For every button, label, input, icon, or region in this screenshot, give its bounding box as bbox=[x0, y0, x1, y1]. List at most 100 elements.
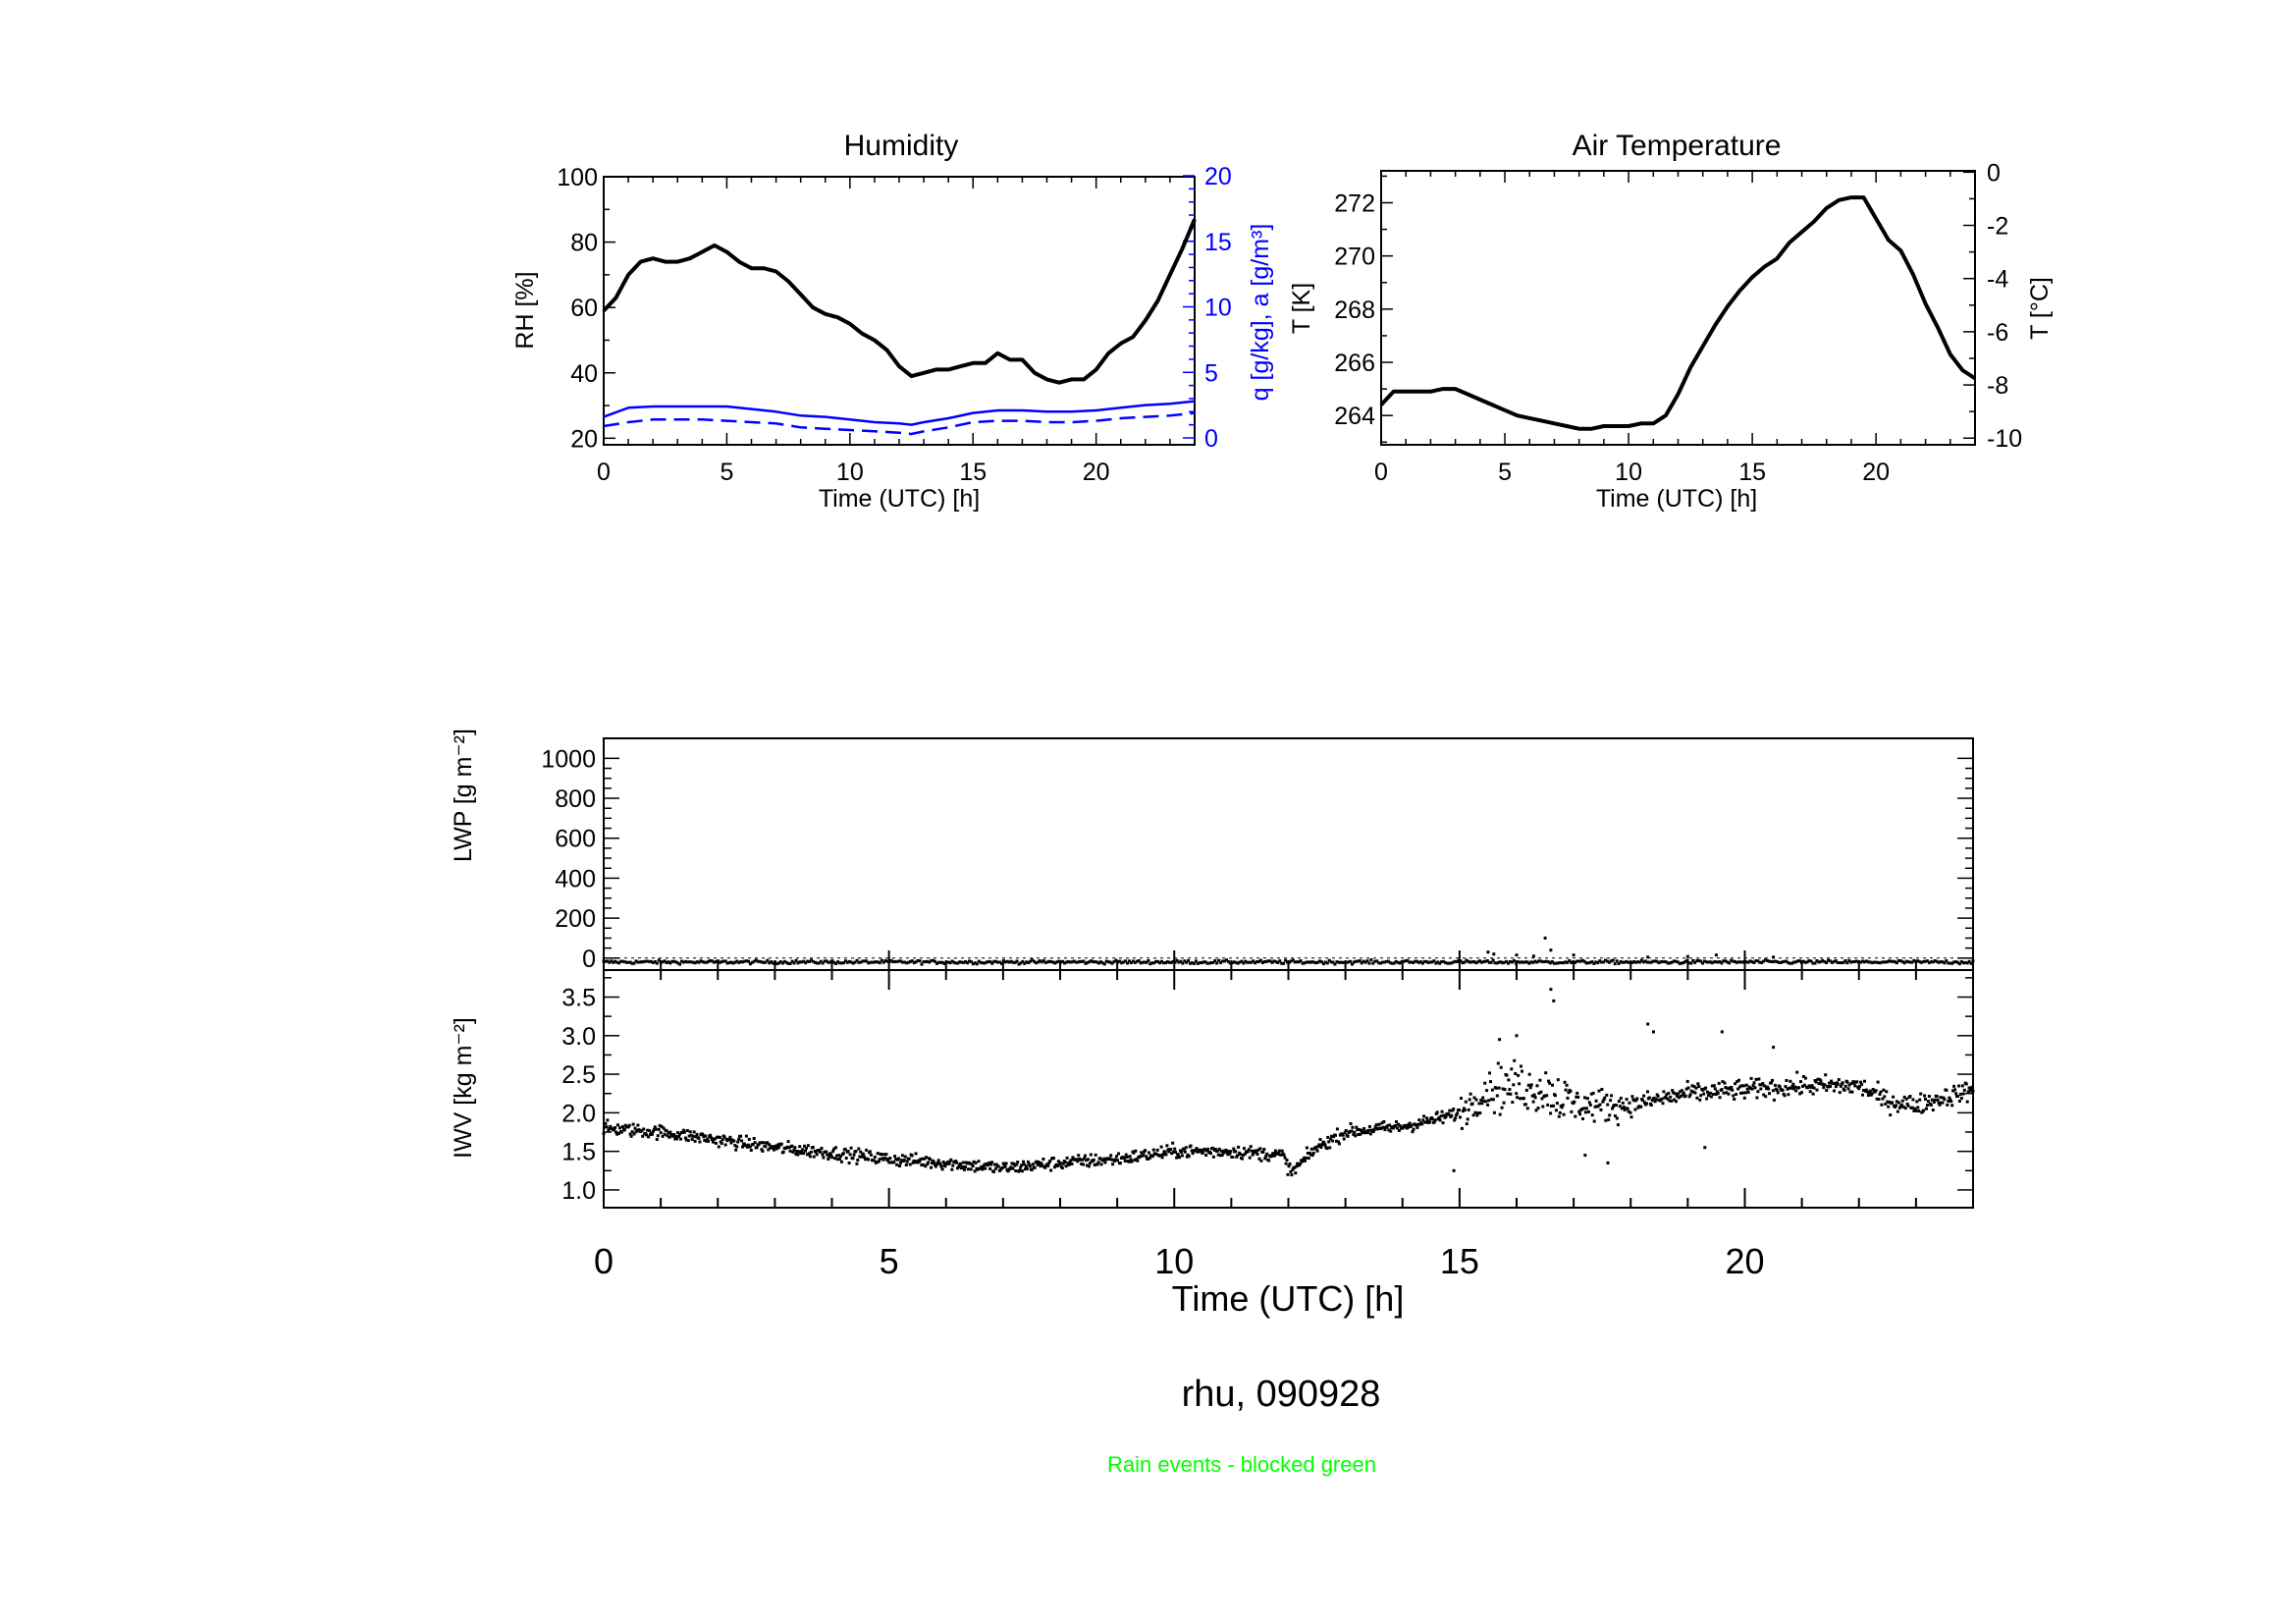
iwv-point bbox=[977, 1160, 981, 1163]
lwp-point bbox=[1291, 958, 1295, 962]
iwv-point bbox=[821, 1153, 825, 1157]
iwv-point bbox=[968, 1162, 972, 1165]
lwp-point bbox=[1708, 960, 1712, 964]
lwp-point bbox=[901, 960, 905, 964]
lwp-point bbox=[1834, 959, 1838, 963]
iwv-point bbox=[1751, 1084, 1755, 1088]
iwv-point bbox=[617, 1131, 620, 1135]
iwv-point bbox=[1591, 1091, 1595, 1095]
lwp-peak-point bbox=[1572, 953, 1575, 957]
lwp-point bbox=[1179, 959, 1183, 963]
iwv-point bbox=[1184, 1146, 1188, 1150]
iwv-point bbox=[1456, 1111, 1460, 1115]
iwv-point bbox=[1841, 1081, 1844, 1085]
iwv-point bbox=[1299, 1162, 1303, 1165]
iwv-point bbox=[1219, 1149, 1223, 1153]
lwp-point bbox=[996, 960, 1000, 964]
lwp-point bbox=[1564, 960, 1568, 964]
lwp-point bbox=[1447, 961, 1451, 965]
lwp-point bbox=[1244, 959, 1248, 963]
iwv-point bbox=[1211, 1155, 1215, 1159]
lwp-point bbox=[1305, 960, 1308, 964]
iwv-point bbox=[1632, 1099, 1636, 1103]
lwp-point bbox=[1420, 961, 1424, 965]
lwp-point bbox=[699, 959, 703, 963]
iwv-point bbox=[1461, 1109, 1465, 1113]
lwp-point bbox=[1104, 959, 1108, 963]
lwp-point bbox=[1957, 962, 1961, 966]
iwv-point bbox=[1912, 1109, 1916, 1112]
iwv-point bbox=[1228, 1152, 1232, 1156]
iwv-point bbox=[705, 1139, 709, 1143]
lwp-point bbox=[1546, 960, 1550, 964]
iwv-point bbox=[855, 1162, 859, 1165]
lwp-point bbox=[891, 960, 895, 964]
iwv-point bbox=[925, 1156, 929, 1160]
iwv-point bbox=[661, 1134, 665, 1138]
lwp-point bbox=[777, 961, 780, 965]
lwp-point bbox=[1307, 960, 1310, 964]
iwv-point bbox=[1701, 1088, 1705, 1092]
iwv-point bbox=[1676, 1094, 1679, 1098]
iwv-x-tick-label: 10 bbox=[1154, 1241, 1194, 1281]
iwv-point bbox=[744, 1134, 748, 1138]
lwp-point bbox=[1836, 961, 1840, 964]
iwv-point bbox=[718, 1135, 721, 1139]
lwp-point bbox=[1354, 959, 1358, 963]
lwp-point bbox=[885, 959, 889, 963]
lwp-point bbox=[615, 960, 619, 964]
lwp-point bbox=[1710, 961, 1714, 965]
iwv-point bbox=[860, 1155, 864, 1159]
iwv-point bbox=[820, 1147, 824, 1150]
lwp-point bbox=[934, 959, 937, 963]
iwv-point bbox=[1055, 1164, 1059, 1167]
iwv-point bbox=[1412, 1127, 1415, 1131]
lwp-point bbox=[617, 961, 620, 965]
iwv-point bbox=[717, 1145, 721, 1149]
iwv-point bbox=[723, 1143, 727, 1147]
lwp-point bbox=[1621, 960, 1625, 964]
iwv-outlier-point bbox=[1452, 1168, 1456, 1172]
lwp-point bbox=[610, 959, 614, 963]
lwp-point bbox=[971, 962, 975, 966]
lwp-point bbox=[1031, 958, 1034, 962]
iwv-point bbox=[713, 1137, 717, 1141]
lwp-point bbox=[1209, 961, 1213, 964]
iwv-point bbox=[1733, 1098, 1736, 1101]
iwv-point bbox=[676, 1131, 680, 1134]
iwv-point bbox=[888, 1157, 892, 1161]
iwv-point bbox=[1011, 1166, 1015, 1170]
iwv-point bbox=[1800, 1091, 1803, 1095]
iwv-point bbox=[1717, 1081, 1721, 1085]
iwv-point bbox=[1515, 1092, 1519, 1096]
iwv-point bbox=[1858, 1084, 1862, 1088]
lwp-point bbox=[1676, 960, 1680, 964]
iwv-point bbox=[1957, 1100, 1961, 1103]
lwp-point bbox=[966, 961, 970, 965]
lwp-point bbox=[705, 960, 709, 964]
iwv-point bbox=[1895, 1104, 1897, 1108]
temperature-title: Air Temperature bbox=[1573, 130, 1782, 162]
iwv-point bbox=[815, 1153, 819, 1157]
iwv-point bbox=[1537, 1091, 1541, 1095]
lwp-point bbox=[1548, 961, 1552, 965]
iwv-point bbox=[1803, 1076, 1807, 1080]
iwv-point bbox=[791, 1150, 795, 1154]
temperature-x-tick-label: 5 bbox=[1498, 459, 1512, 486]
iwv-outlier-point bbox=[1646, 1022, 1650, 1026]
iwv-point bbox=[1956, 1095, 1959, 1098]
lwp-point bbox=[1643, 959, 1647, 963]
lwp-point bbox=[668, 961, 672, 965]
iwv-point bbox=[1289, 1169, 1293, 1173]
lwp-point bbox=[1270, 960, 1274, 964]
iwv-point bbox=[786, 1140, 790, 1144]
iwv-point bbox=[987, 1163, 990, 1166]
iwv-point bbox=[1749, 1076, 1753, 1080]
iwv-point bbox=[1837, 1078, 1841, 1082]
lwp-point bbox=[1236, 961, 1240, 965]
lwp-point bbox=[1126, 961, 1130, 965]
lwp-point bbox=[1937, 960, 1941, 964]
lwp-point bbox=[1040, 960, 1043, 964]
iwv-point bbox=[943, 1164, 947, 1168]
lwp-point bbox=[1580, 958, 1584, 962]
